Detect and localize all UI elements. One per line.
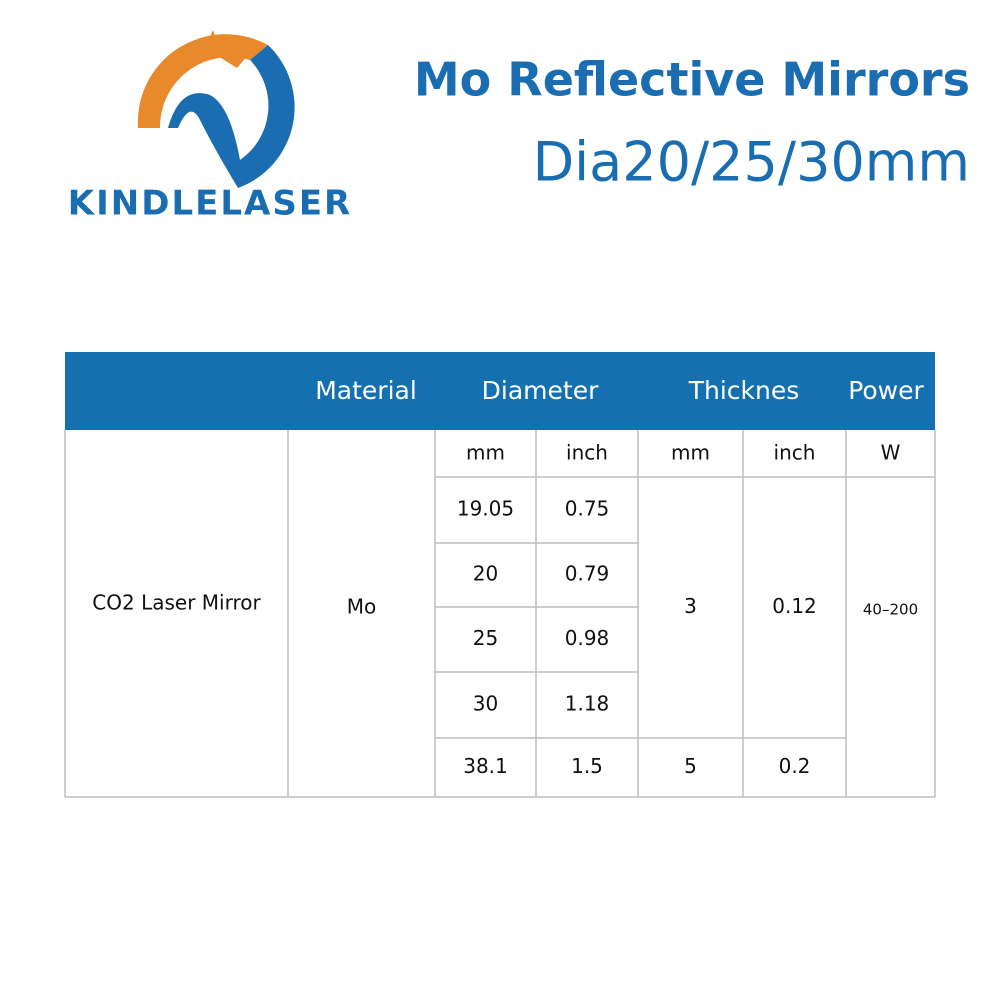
logo-arc <box>137 34 268 128</box>
column-header: Diameter <box>482 376 599 405</box>
unit: mm <box>671 441 710 465</box>
diameter-inch: 0.79 <box>565 562 610 586</box>
diameter-mm: 38.1 <box>463 754 508 778</box>
diameter-mm: 20 <box>473 562 498 586</box>
thickness-inch: 0.12 <box>772 594 817 618</box>
brand: KINDLELASER <box>68 184 352 224</box>
thickness-inch: 0.2 <box>779 754 811 778</box>
logo-mark <box>168 45 295 188</box>
diameter-inch: 1.5 <box>571 754 603 778</box>
diameter-inch: 0.98 <box>565 626 610 650</box>
diameter-inch: 0.75 <box>565 497 610 521</box>
logo: KINDLELASER <box>68 30 352 224</box>
product: CO2 Laser Mirror <box>92 591 261 615</box>
column-header: Material <box>315 376 417 405</box>
power: 40–200 <box>863 601 918 619</box>
spec-table: Material Diameter Thicknes Power mm inch mm inc… <box>64 352 936 798</box>
column-header: Power <box>848 376 924 405</box>
unit: mm <box>466 441 505 465</box>
column-header: Thicknes <box>688 376 800 405</box>
title: Mo Reflective Mirrors <box>414 53 970 107</box>
thickness-mm: 3 <box>684 594 697 618</box>
unit: inch <box>774 441 816 465</box>
logo-sun <box>205 30 249 68</box>
material: Mo <box>347 595 377 619</box>
unit: inch <box>566 441 608 465</box>
unit: W <box>881 441 901 465</box>
diameter-mm: 19.05 <box>457 497 514 521</box>
diameter-mm: 25 <box>473 626 498 650</box>
thickness-mm: 5 <box>684 754 697 778</box>
diameter-inch: 1.18 <box>565 692 610 716</box>
subtitle: Dia20/25/30mm <box>533 131 970 194</box>
header-band <box>65 352 935 430</box>
diameter-mm: 30 <box>473 692 498 716</box>
